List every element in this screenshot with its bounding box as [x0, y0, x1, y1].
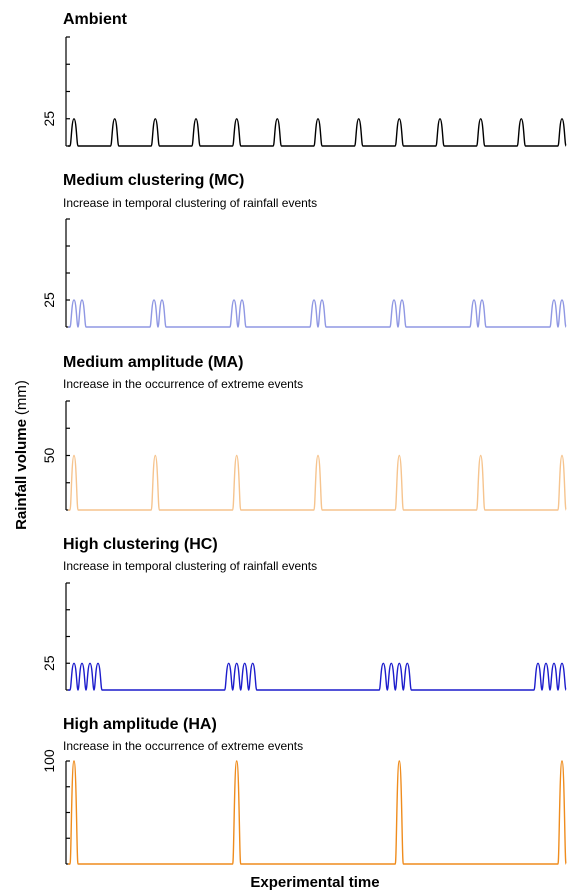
panel-title: Medium clustering (MC) — [63, 172, 244, 189]
panel-high-clustering: High clustering (HC) Increase in temporal… — [41, 536, 567, 691]
y-tick-label: 100 — [41, 749, 57, 773]
panel-subtitle: Increase in the occurrence of extreme ev… — [63, 377, 303, 391]
rainfall-series-line — [68, 118, 567, 147]
panel-medium-amplitude: Medium amplitude (MA) Increase in the occ… — [41, 354, 567, 511]
panel-subtitle: Increase in the occurrence of extreme ev… — [63, 739, 303, 753]
panel-title: Medium amplitude (MA) — [63, 354, 243, 371]
panel-ambient: Ambient 25 — [41, 11, 567, 147]
panel-subtitle: Increase in temporal clustering of rainf… — [63, 559, 317, 573]
panels: Ambient 25 Medium clustering (MC) Increase … — [41, 11, 567, 865]
panel-title: Ambient — [63, 11, 128, 28]
panel-high-amplitude: High amplitude (HA) Increase in the occur… — [41, 716, 567, 865]
y-axis-title-main: Rainfall volume — [13, 419, 30, 530]
y-tick-label: 25 — [41, 292, 57, 308]
rainfall-series-line — [68, 662, 567, 691]
rainfall-series-line — [68, 299, 567, 328]
panel-title: High amplitude (HA) — [63, 716, 217, 733]
y-tick-label: 25 — [41, 655, 57, 671]
y-axis-title: Rainfall volume (mm) — [13, 380, 30, 530]
y-tick-label: 50 — [41, 448, 57, 464]
panel-title: High clustering (HC) — [63, 536, 218, 553]
x-axis-title: Experimental time — [250, 874, 379, 891]
rainfall-series-line — [68, 454, 567, 511]
y-tick-label: 25 — [41, 111, 57, 127]
panel-medium-clustering: Medium clustering (MC) Increase in tempor… — [41, 172, 567, 328]
y-axis-title-unit: (mm) — [13, 380, 30, 415]
rainfall-series-line — [68, 760, 567, 865]
panel-subtitle: Increase in temporal clustering of rainf… — [63, 196, 317, 210]
